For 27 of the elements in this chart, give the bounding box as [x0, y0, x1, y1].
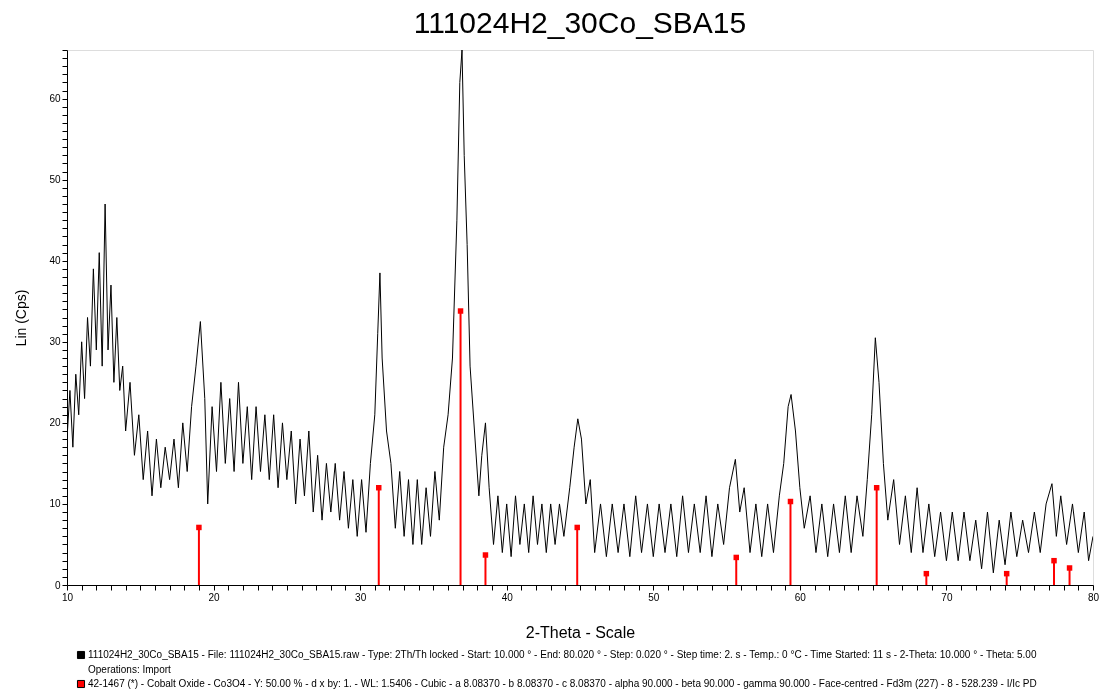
y-tick-label: 50	[49, 174, 61, 186]
point	[574, 524, 580, 531]
x-tick-label: 50	[648, 591, 660, 603]
y-tick-label: 0	[54, 579, 61, 591]
text: Operations: Import	[88, 663, 172, 675]
y-tick-label: 30	[49, 336, 61, 348]
x-axis-title: 2-Theta - Scale	[525, 623, 636, 641]
legend-label: 42-1467 (*) - Cobalt Oxide - Co3O4 - Y: 50.00 % - d x by: 1. - WL: 1.5406 - Cubic - a 8.08370 - b 8.08370 - c 8.08370 - alpha 90.000 - beta 90.000 - gamma 90.000 - Face-centred - Fd3m (227) - 8 - 528.239 - I/Ic PD	[88, 678, 1037, 689]
x-tick-label: 70	[941, 591, 953, 603]
point	[1051, 557, 1057, 564]
y-tick-label: 10	[49, 498, 61, 510]
x-tick-label: 60	[794, 591, 807, 603]
y-tick-label: 60	[49, 93, 61, 105]
y-tick-label: 40	[49, 255, 61, 267]
x-tick-label: 40	[501, 591, 514, 603]
y-tick-label: 20	[49, 417, 61, 429]
x-tick-label: 20	[208, 591, 221, 603]
x-tick-label: 10	[61, 591, 74, 603]
point	[1066, 565, 1073, 571]
x-tick-label: 30	[355, 591, 367, 603]
point	[196, 524, 202, 531]
legend-label: 111024H2_30Co_SBA15 - File: 111024H2_30Co_SBA15.raw - Type: 2Th/Th locked - Start: 10.000 ° - End: 80.020 ° - Step: 0.020 ° - Step time: 2. s - Temp.: 0 °C - Time Started: 11 s - 2-Theta: 10.000 ° - Theta: 5.00	[88, 649, 1037, 660]
point	[482, 552, 489, 558]
point	[457, 308, 464, 314]
x-tick-label: 80	[1087, 591, 1100, 603]
chart-title: 111024H2_30Co_SBA15	[413, 6, 747, 39]
y-axis-title: Lin (Cps)	[13, 289, 30, 347]
